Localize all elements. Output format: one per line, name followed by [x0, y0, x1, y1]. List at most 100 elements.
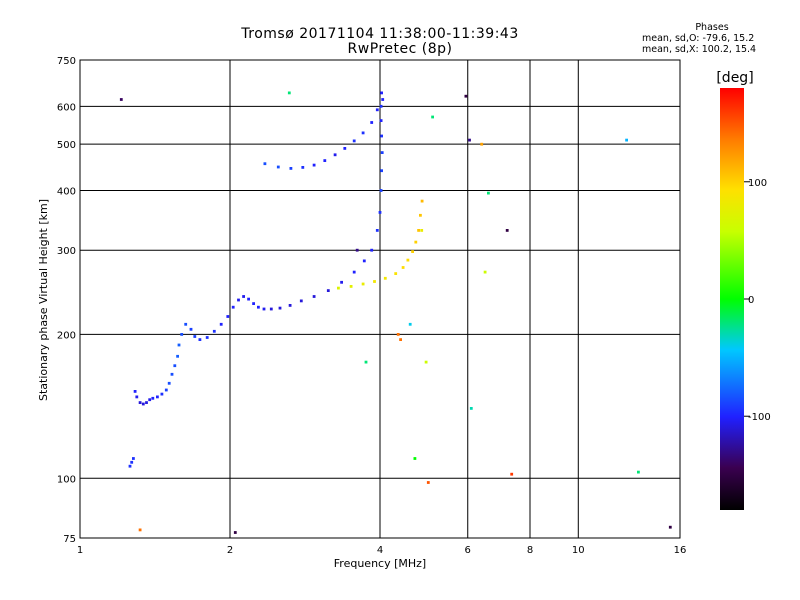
y-tick-label: 200 [57, 330, 76, 341]
data-point [128, 464, 132, 468]
data-point [323, 159, 327, 162]
data-point [301, 166, 305, 169]
data-point [379, 104, 383, 108]
data-point [469, 407, 473, 410]
data-point [151, 396, 155, 400]
data-point [312, 295, 316, 298]
data-point [184, 322, 188, 326]
data-point [299, 299, 303, 303]
data-point [289, 167, 293, 170]
data-point [340, 280, 343, 284]
data-point [205, 336, 209, 339]
data-point [406, 258, 410, 262]
phase-stats-o: mean, sd,O: -79.6, 15.2 [642, 33, 755, 44]
data-point [287, 91, 291, 95]
y-tick-label: 600 [57, 102, 76, 113]
data-point [119, 98, 123, 101]
data-point [637, 470, 640, 474]
data-point [343, 147, 347, 150]
x-tick-label: 4 [377, 545, 383, 556]
data-point [417, 229, 420, 232]
colorbar-tick-label: 100 [748, 178, 767, 189]
data-point [164, 388, 168, 392]
data-point [148, 398, 152, 402]
y-tick-label: 300 [57, 246, 76, 257]
data-point [464, 94, 468, 98]
x-tick-label: 8 [527, 545, 533, 556]
data-point [364, 360, 368, 364]
y-tick-label: 750 [57, 56, 76, 67]
data-point [177, 343, 181, 347]
data-point [269, 307, 273, 311]
x-tick-label: 6 [465, 545, 471, 556]
data-point [252, 302, 255, 305]
axis-ticks: 1 2 4 6 8 10 16 75 100 200 300 400 500 600 750 [57, 56, 686, 556]
data-point [352, 139, 356, 143]
data-point [160, 392, 164, 396]
data-point [419, 213, 422, 217]
data-point [379, 119, 383, 122]
data-point [349, 285, 353, 288]
data-point [247, 297, 250, 301]
data-point [468, 138, 471, 142]
phase-stats-x: mean, sd,X: 100.2, 15.4 [642, 44, 757, 55]
x-axis-label: Frequency [MHz] [334, 557, 426, 570]
y-tick-label: 100 [57, 474, 76, 485]
data-point [156, 395, 159, 399]
data-point [394, 272, 398, 275]
data-point [411, 250, 414, 253]
data-point [312, 163, 316, 167]
colorbar-tick-label: -100 [748, 412, 771, 423]
data-point [370, 248, 374, 252]
colorbar-label: [deg] [716, 70, 753, 86]
data-point [288, 304, 292, 307]
data-point [219, 322, 223, 326]
data-point [212, 329, 216, 333]
data-point [333, 153, 337, 157]
data-point [132, 457, 135, 460]
grid [80, 60, 680, 538]
colorbar [720, 88, 744, 510]
data-point [257, 305, 260, 309]
data-point [237, 298, 240, 302]
data-point [170, 372, 174, 376]
data-point [483, 270, 487, 274]
data-point [176, 354, 179, 358]
data-point [198, 338, 202, 341]
data-point [383, 276, 387, 280]
data-point [167, 381, 171, 385]
y-tick-label: 500 [57, 140, 76, 151]
data-point [352, 270, 356, 274]
data-point [408, 322, 412, 326]
data-point [668, 525, 672, 529]
data-point [413, 457, 417, 460]
data-point [130, 460, 134, 464]
data-point [420, 229, 424, 232]
data-point [145, 401, 148, 404]
x-tick-label: 1 [77, 545, 83, 556]
data-point [138, 528, 142, 532]
data-point [262, 307, 266, 311]
data-point [226, 315, 230, 318]
y-axis-label: Stationary phase Virtual Height [km] [37, 199, 50, 401]
phase-stats-heading: Phases [695, 22, 729, 33]
data-point [396, 333, 400, 336]
data-point [378, 211, 382, 214]
data-point [380, 169, 383, 173]
data-point [426, 481, 430, 484]
data-point [510, 472, 514, 476]
y-tick-label: 75 [63, 534, 76, 545]
data-point [135, 395, 139, 399]
data-point [420, 199, 424, 203]
data-point [505, 229, 509, 232]
data-point [380, 151, 384, 154]
data-point [480, 142, 484, 146]
x-tick-label: 2 [227, 545, 233, 556]
data-point [414, 240, 418, 244]
data-points [119, 91, 672, 534]
data-point [326, 289, 330, 292]
data-point [138, 401, 142, 404]
data-point [399, 338, 402, 341]
chart-title: Tromsø 20171104 11:38:00-11:39:43 [241, 26, 519, 42]
